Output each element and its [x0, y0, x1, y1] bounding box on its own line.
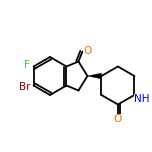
- Text: NH: NH: [134, 95, 150, 105]
- Text: F: F: [24, 60, 29, 71]
- Text: Br: Br: [19, 81, 30, 92]
- Text: O: O: [83, 45, 92, 55]
- Polygon shape: [87, 73, 101, 79]
- Text: O: O: [114, 114, 122, 124]
